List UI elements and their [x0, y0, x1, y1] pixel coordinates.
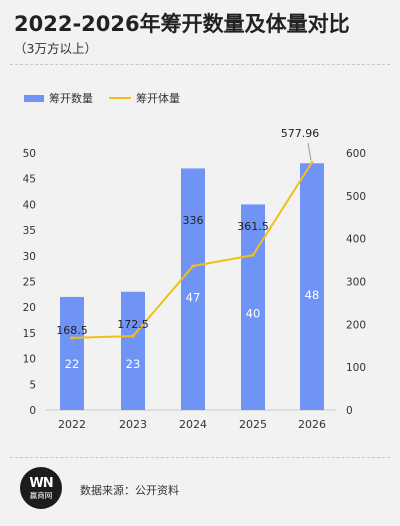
footer-divider: [10, 457, 390, 458]
y-left-tick-label: 40: [23, 199, 36, 211]
line-point: [191, 264, 195, 268]
y-right-tick-label: 400: [346, 234, 366, 246]
bar: [121, 291, 145, 410]
logo-mark-icon: WN: [29, 475, 53, 491]
line-value-label: 336: [183, 214, 204, 227]
y-left-tick-label: 25: [23, 277, 36, 289]
y-right-tick-label: 0: [346, 405, 353, 417]
y-right-tick-label: 200: [346, 319, 366, 331]
y-left-tick-label: 5: [29, 379, 36, 391]
x-tick-label: 2023: [119, 418, 147, 431]
y-left-tick-label: 20: [23, 302, 36, 314]
y-right-tick-label: 100: [346, 362, 366, 374]
x-tick-label: 2024: [179, 418, 207, 431]
y-left-tick-label: 0: [29, 405, 36, 417]
line-value-label: 168.5: [56, 324, 88, 337]
legend-line-label: 筹开体量: [136, 92, 180, 105]
line-value-label: 577.96: [281, 127, 320, 140]
legend-bar-swatch: [24, 94, 44, 102]
line-point: [251, 253, 255, 257]
line-value-label: 361.5: [237, 220, 269, 233]
y-left-tick-label: 30: [23, 251, 36, 263]
legend-item-bar: 筹开数量: [24, 90, 93, 106]
combo-chart: 0510152025303540455001002003004005006002…: [23, 127, 366, 431]
bar-value-label: 22: [65, 357, 80, 371]
x-tick-label: 2025: [239, 418, 267, 431]
line-point: [310, 160, 314, 165]
y-left-tick-label: 35: [23, 225, 36, 237]
y-left-tick-label: 10: [23, 354, 36, 366]
bar-value-label: 48: [305, 288, 320, 302]
bar: [241, 204, 265, 410]
header-divider: [10, 64, 390, 65]
chart-subtitle: （3万方以上）: [14, 41, 97, 56]
bar-value-label: 47: [186, 290, 201, 304]
y-right-tick-label: 600: [346, 148, 366, 160]
x-tick-label: 2026: [298, 418, 326, 431]
bar: [300, 163, 324, 410]
bar: [60, 296, 84, 410]
data-source: 数据来源：公开资料: [80, 484, 179, 497]
bar: [181, 168, 205, 410]
line-point: [131, 334, 135, 338]
y-right-tick-label: 300: [346, 277, 366, 289]
bar-value-label: 40: [246, 306, 261, 320]
y-left-tick-label: 45: [23, 174, 36, 186]
legend-bar-label: 筹开数量: [49, 92, 93, 105]
logo-text: 赢商网: [29, 490, 53, 500]
line-point: [70, 336, 74, 340]
chart-title: 2022-2026年筹开数量及体量对比: [14, 12, 350, 36]
line-value-label: 172.5: [117, 318, 149, 331]
y-left-tick-label: 15: [23, 328, 36, 340]
y-left-tick-label: 50: [23, 148, 36, 160]
x-tick-label: 2022: [58, 418, 86, 431]
legend-item-line: 筹开体量: [109, 90, 180, 106]
callout-line: [307, 142, 312, 161]
legend-line-swatch: [109, 97, 131, 99]
chart-legend: 筹开数量 筹开体量: [24, 90, 196, 106]
y-right-tick-label: 500: [346, 191, 366, 203]
bar-value-label: 23: [126, 357, 141, 371]
brand-logo: WN 赢商网: [20, 467, 62, 509]
